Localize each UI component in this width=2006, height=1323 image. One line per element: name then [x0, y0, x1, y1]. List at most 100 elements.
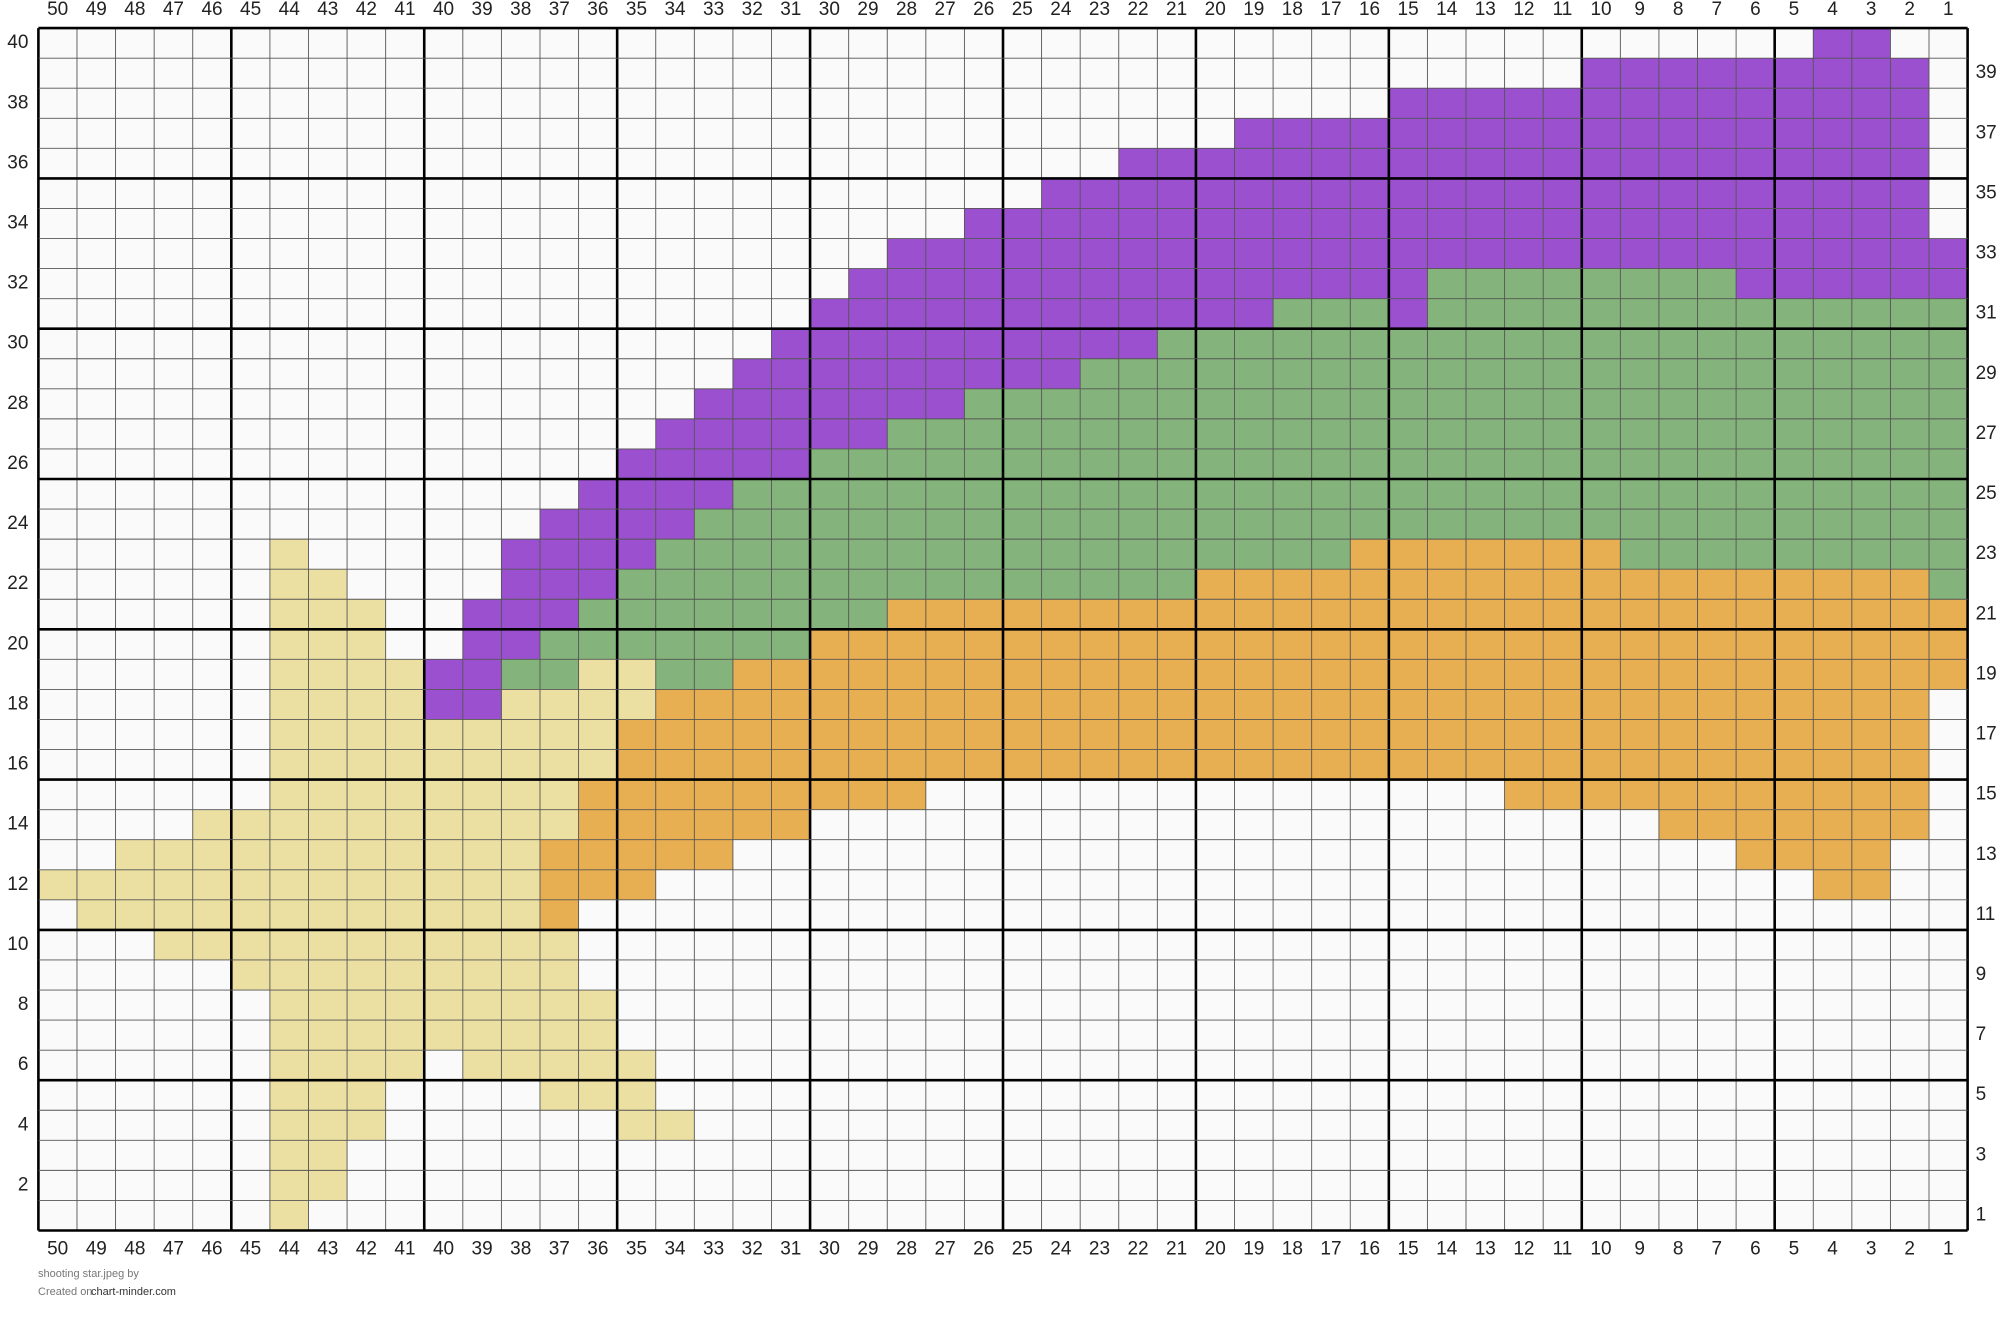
cell [617, 1020, 657, 1051]
cell [810, 1170, 849, 1201]
cell [771, 509, 811, 540]
cell [38, 1050, 78, 1081]
cell [964, 1020, 1004, 1051]
cell [1813, 839, 1853, 871]
cell [1195, 599, 1235, 630]
cell [308, 178, 348, 209]
column-label: 35 [626, 0, 647, 20]
cell [1311, 1050, 1351, 1081]
cell [1003, 569, 1042, 600]
cell [578, 118, 618, 149]
cell [1736, 569, 1775, 600]
cell [1929, 88, 1968, 119]
cell [771, 388, 811, 420]
cell [1890, 418, 1930, 450]
cell [617, 298, 657, 329]
cell [771, 208, 811, 239]
cell [347, 749, 386, 780]
cell [1311, 118, 1351, 149]
cell [655, 599, 695, 630]
cell [1080, 268, 1120, 299]
cell [1041, 1140, 1081, 1171]
cell [848, 208, 888, 239]
column-label: 31 [780, 0, 801, 20]
cell [1427, 418, 1467, 450]
cell [1350, 509, 1390, 540]
cell [1813, 809, 1853, 841]
cell [1658, 779, 1698, 810]
cell [1543, 899, 1583, 931]
cell [1929, 990, 1968, 1021]
cell [385, 1110, 425, 1141]
cell [1003, 418, 1042, 450]
row-label: 27 [1976, 423, 1997, 444]
cell [308, 479, 348, 510]
cell [1929, 599, 1968, 630]
cell [1774, 990, 1814, 1021]
cell [1311, 569, 1351, 600]
cell [462, 599, 502, 630]
cell [964, 1170, 1004, 1201]
column-label: 39 [472, 0, 493, 20]
cell [578, 1080, 618, 1111]
cell [578, 749, 618, 780]
cell [732, 388, 772, 420]
cell [732, 298, 772, 329]
cell [269, 839, 309, 871]
cell [1427, 929, 1467, 961]
cell [1581, 869, 1621, 901]
column-label: 4 [1827, 0, 1838, 20]
cell [1736, 1050, 1775, 1081]
cell [269, 178, 309, 209]
cell [347, 929, 386, 961]
cell [1350, 539, 1390, 570]
cell [848, 358, 888, 390]
cell [1620, 448, 1660, 480]
cell [1504, 719, 1544, 750]
column-label: 45 [240, 0, 261, 20]
cell [771, 659, 811, 690]
cell [501, 659, 541, 690]
cell [1388, 208, 1428, 239]
cell [732, 599, 772, 630]
cell [1658, 1080, 1698, 1111]
cell [1658, 509, 1698, 540]
cell [655, 298, 695, 329]
cell [1929, 569, 1968, 600]
cell [694, 629, 734, 660]
cell [385, 779, 425, 810]
cell [1234, 599, 1274, 630]
cell [1388, 418, 1428, 450]
cell [1311, 479, 1351, 510]
row-label: 2 [18, 1174, 29, 1195]
cell [1311, 539, 1351, 570]
cell [964, 869, 1004, 901]
cell [655, 959, 695, 991]
cell [1273, 749, 1312, 780]
cell [1504, 869, 1544, 901]
cell [1195, 58, 1235, 89]
cell [848, 448, 888, 480]
cell [771, 929, 811, 961]
cell [385, 1170, 425, 1201]
cell [308, 298, 348, 329]
column-label: 3 [1866, 1239, 1877, 1260]
cell [1350, 869, 1390, 901]
cell [1581, 990, 1621, 1021]
cell [192, 959, 232, 991]
cell [732, 509, 772, 540]
cell [1774, 779, 1814, 810]
cell [771, 178, 811, 209]
cell [1543, 148, 1583, 179]
cell [1658, 539, 1698, 570]
cell [964, 899, 1004, 931]
cell [38, 118, 78, 149]
cell [578, 358, 618, 390]
cell [1890, 990, 1930, 1021]
cell [1658, 148, 1698, 179]
cell [1543, 869, 1583, 901]
column-label: 20 [1205, 0, 1226, 20]
cell [1736, 88, 1775, 119]
cell [1157, 959, 1197, 991]
cell [1234, 1140, 1274, 1171]
